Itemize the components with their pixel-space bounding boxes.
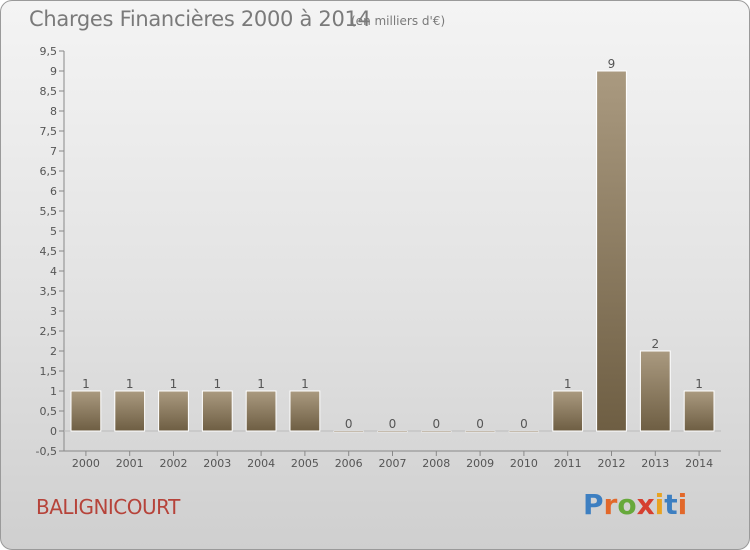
y-tick-label: 7 [50,145,57,158]
bar-2003 [201,390,233,432]
bar-value-label-2007: 0 [389,417,397,431]
logo-letter: o [617,488,637,521]
x-tick-label-2007: 2007 [379,457,407,470]
y-tick-label: 5 [50,225,57,238]
x-tick-label-2006: 2006 [335,457,363,470]
x-tick-label-2013: 2013 [641,457,669,470]
y-tick-label: 6 [50,185,57,198]
bar-value-label-2001: 1 [126,377,134,391]
bar-2004 [245,390,277,432]
y-tick-label: 8 [50,105,57,118]
y-tick-label: 2 [50,345,57,358]
y-tick-label: 9,5 [40,45,58,58]
y-tick-label: 9 [50,65,57,78]
x-tick-label-2001: 2001 [116,457,144,470]
y-tick-label: 0 [50,425,57,438]
x-tick-label-2010: 2010 [510,457,538,470]
bar-2006 [333,430,364,433]
bar-2008 [421,430,452,433]
logo-letter: t [664,488,678,521]
y-tick-label: 1 [50,385,57,398]
bar-value-label-2008: 0 [432,417,440,431]
logo-letter: P [583,488,604,521]
y-tick-label: 0,5 [40,405,58,418]
bar-value-label-2002: 1 [170,377,178,391]
x-tick-label-2008: 2008 [422,457,450,470]
y-tick-label: -0,5 [36,445,57,458]
bar-2013 [639,350,671,432]
bar-2012 [596,70,627,432]
x-tick-label-2003: 2003 [203,457,231,470]
x-tick-label-2000: 2000 [72,457,100,470]
y-tick-label: 7,5 [40,125,58,138]
y-tick-label: 4 [50,265,57,278]
bar-value-label-2004: 1 [257,377,265,391]
bar-2014 [683,390,715,432]
bar-value-label-2009: 0 [476,417,484,431]
bar-value-label-2014: 1 [695,377,703,391]
bar-2009 [464,430,496,433]
x-tick-label-2002: 2002 [160,457,188,470]
y-tick-label: 5,5 [40,205,58,218]
label-layer: 1 1 1 1 1 1 0 0 0 0 0 1 9 2 1 [82,57,703,431]
x-tick-label-2009: 2009 [466,457,494,470]
bar-layer [70,70,715,433]
bar-2002 [158,390,189,432]
y-tick-label: 3,5 [40,285,58,298]
logo-letter: i [677,488,688,521]
bar-2010 [508,430,540,433]
x-tick-label-2014: 2014 [685,457,713,470]
y-tick-label: 1,5 [40,365,58,378]
y-tick-label: 3 [50,305,57,318]
x-tick-label-2004: 2004 [247,457,275,470]
logo-letter: i [654,488,665,521]
x-tick-label-2011: 2011 [554,457,582,470]
bar-2001 [114,390,146,432]
bar-value-label-2013: 2 [651,337,659,351]
y-tick-label: 6,5 [40,165,58,178]
x-tick-label-2005: 2005 [291,457,319,470]
bar-value-label-2010: 0 [520,417,528,431]
bar-value-label-2006: 0 [345,417,353,431]
bar-value-label-2012: 9 [608,57,616,71]
y-tick-label: 4,5 [40,245,58,258]
x-tick-label-2012: 2012 [598,457,626,470]
bar-2005 [289,390,321,432]
bar-value-label-2003: 1 [213,377,221,391]
bar-2000 [70,390,102,432]
bar-2007 [377,430,408,433]
proxiti-logo: Proxiti [583,488,687,521]
bar-value-label-2000: 1 [82,377,90,391]
axis-layer: -0,5 0 0,5 1 1,5 2 2,5 3 3,5 4 4,5 5 5,5 6 6,5 7 7,5 8 8,5… [36,45,721,470]
commune-name: BALIGNICOURT [36,495,180,519]
logo-letter: x [636,488,655,521]
y-tick-label: 2,5 [40,325,58,338]
chart-subtitle: (en milliers d'€) [351,14,446,28]
bar-2011 [552,390,584,432]
bar-value-label-2011: 1 [564,377,572,391]
chart-title: Charges Financières 2000 à 2014 [29,7,371,31]
y-tick-label: 8,5 [40,85,58,98]
logo-letter: r [603,488,618,521]
bar-value-label-2005: 1 [301,377,309,391]
